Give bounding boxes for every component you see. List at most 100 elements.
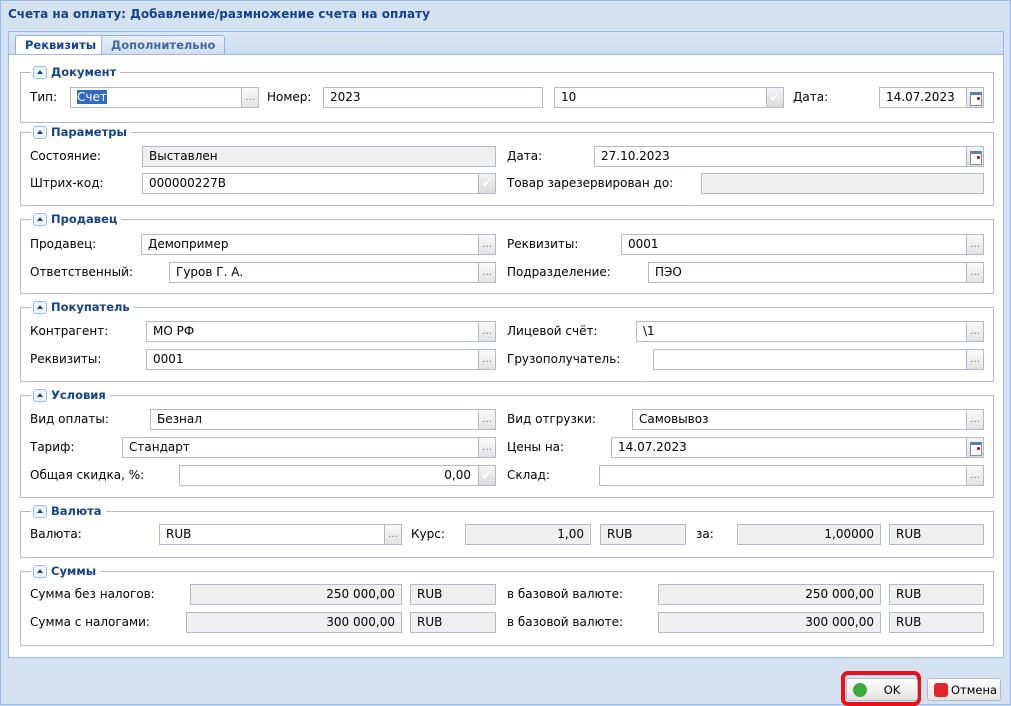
- buyer-account-field[interactable]: \1 …: [636, 321, 984, 342]
- collapse-icon[interactable]: [33, 564, 47, 578]
- document-type-label: Тип:: [30, 90, 58, 104]
- sums-gross-base-label: в базовой валюте:: [507, 615, 624, 629]
- seller-req-field[interactable]: 0001 …: [621, 234, 984, 255]
- currency-cur-field[interactable]: RUB …: [159, 524, 402, 545]
- document-number-label: Номер:: [267, 90, 312, 104]
- buyer-req-field[interactable]: 0001…: [146, 349, 496, 370]
- document-suffix-field-value: 10: [561, 90, 577, 104]
- window-title: Счета на оплату: Добавление/размножение …: [8, 7, 430, 21]
- seller-req-field-value: 0001: [628, 237, 659, 251]
- seller-resp-label: Ответственный:: [30, 265, 133, 279]
- seller-seller-field-value: Демопример: [148, 237, 229, 251]
- currency-legend: Валюта: [31, 504, 106, 518]
- sums-net-field-value: 250 000,00: [326, 587, 395, 601]
- currency-per-field-value: 1,00000: [824, 527, 874, 541]
- buyer-account-field-value: \1: [643, 324, 655, 338]
- ellipsis-button-icon[interactable]: …: [478, 438, 495, 457]
- collapse-icon[interactable]: [33, 388, 47, 402]
- terms-ship-label: Вид отгрузки:: [507, 412, 596, 426]
- ellipsis-button-icon[interactable]: …: [966, 235, 983, 254]
- seller-dept-field[interactable]: ПЭО…: [648, 262, 984, 283]
- sums-net-cur-field-value: RUB: [417, 587, 443, 601]
- checkmark-icon[interactable]: ✔: [478, 466, 495, 485]
- currency-cur-field-value: RUB: [166, 527, 192, 541]
- ellipsis-button-icon[interactable]: …: [966, 322, 983, 341]
- ellipsis-button-icon[interactable]: …: [478, 263, 495, 282]
- terms-tariff-label: Тариф:: [30, 440, 75, 454]
- params-date-label: Дата:: [507, 149, 543, 163]
- params-fieldset: [20, 132, 994, 206]
- terms-ship-field[interactable]: Самовывоз …: [632, 409, 984, 430]
- document-suffix-field[interactable]: 10 ✔: [554, 87, 784, 108]
- terms-warehouse-field[interactable]: …: [599, 465, 984, 486]
- terms-prices-label: Цены на:: [507, 440, 565, 454]
- collapse-icon[interactable]: [33, 65, 47, 79]
- params-state-label: Состояние:: [30, 149, 101, 163]
- ellipsis-button-icon[interactable]: …: [478, 410, 495, 429]
- calendar-icon[interactable]: [966, 438, 983, 457]
- calendar-icon[interactable]: [966, 147, 983, 166]
- checkmark-icon[interactable]: ✔: [766, 88, 783, 107]
- ellipsis-button-icon[interactable]: …: [478, 235, 495, 254]
- collapse-icon[interactable]: [33, 504, 47, 518]
- params-legend: Параметры: [31, 125, 131, 139]
- sums-net-cur-field: RUB: [410, 584, 496, 605]
- document-date-field[interactable]: 14.07.2023: [879, 87, 984, 108]
- terms-discount-field[interactable]: 0,00 ✔: [179, 465, 496, 486]
- terms-discount-label: Общая скидка, %:: [30, 468, 145, 482]
- seller-resp-field[interactable]: Гуров Г. А.…: [169, 262, 496, 283]
- terms-ship-field-value: Самовывоз: [639, 412, 709, 426]
- ellipsis-button-icon[interactable]: …: [966, 410, 983, 429]
- buyer-consignee-field[interactable]: …: [653, 349, 984, 370]
- currency-per-cur-field: RUB: [889, 524, 984, 545]
- currency-rate-cur-field-value: RUB: [607, 527, 633, 541]
- buyer-contr-field-value: МО РФ: [153, 324, 195, 338]
- tab-additional[interactable]: Дополнительно: [101, 35, 226, 56]
- tab-requisites[interactable]: Реквизиты: [15, 35, 107, 57]
- params-reserved-label: Товар зарезервирован до:: [507, 176, 674, 190]
- cancel-button[interactable]: Отмена: [927, 678, 1001, 701]
- document-legend: Документ: [31, 65, 121, 79]
- buyer-req-label: Реквизиты:: [30, 352, 102, 366]
- buyer-account-label: Лицевой счёт:: [507, 324, 598, 338]
- collapse-icon[interactable]: [33, 300, 47, 314]
- terms-discount-field-value: 0,00: [444, 468, 471, 482]
- params-barcode-label: Штрих-код:: [30, 176, 104, 190]
- sums-legend-text: Суммы: [51, 564, 97, 578]
- sums-gross-cur-field: RUB: [410, 612, 496, 633]
- sums-gross-cur-field-value: RUB: [417, 615, 443, 629]
- params-barcode-field[interactable]: 000000227В ✔: [142, 173, 496, 194]
- cancel-label: Отмена: [950, 682, 998, 697]
- ellipsis-button-icon[interactable]: …: [478, 322, 495, 341]
- checkmark-icon[interactable]: ✔: [478, 174, 495, 193]
- params-date-field[interactable]: 27.10.2023: [594, 146, 984, 167]
- document-number-field[interactable]: 2023: [323, 87, 543, 108]
- terms-pay-field[interactable]: Безнал…: [150, 409, 496, 430]
- terms-prices-field[interactable]: 14.07.2023: [611, 437, 984, 458]
- document-type-field[interactable]: Счет…: [70, 87, 259, 108]
- buyer-consignee-label: Грузополучатель:: [507, 352, 621, 366]
- currency-rate-label: Курс:: [411, 527, 445, 541]
- calendar-icon[interactable]: [966, 88, 983, 107]
- currency-rate-field-value: 1,00: [557, 527, 584, 541]
- ellipsis-button-icon[interactable]: …: [966, 466, 983, 485]
- check-icon: [853, 682, 867, 697]
- currency-rate-cur-field: RUB: [600, 524, 686, 545]
- collapse-icon[interactable]: [33, 125, 47, 139]
- collapse-icon[interactable]: [33, 212, 47, 226]
- ellipsis-button-icon[interactable]: …: [966, 350, 983, 369]
- buyer-contr-field[interactable]: МО РФ …: [146, 321, 496, 342]
- sums-gross-base-cur-field-value: RUB: [896, 615, 922, 629]
- params-barcode-field-value: 000000227В: [149, 176, 226, 190]
- terms-legend-text: Условия: [51, 388, 106, 402]
- sums-gross-base-field-value: 300 000,00: [805, 615, 874, 629]
- terms-tariff-field[interactable]: Стандарт…: [122, 437, 496, 458]
- ok-button[interactable]: OK: [846, 678, 918, 701]
- ellipsis-button-icon[interactable]: …: [478, 350, 495, 369]
- seller-legend: Продавец: [31, 212, 122, 226]
- ellipsis-button-icon[interactable]: …: [966, 263, 983, 282]
- ellipsis-button-icon[interactable]: …: [241, 88, 258, 107]
- ellipsis-button-icon[interactable]: …: [384, 525, 401, 544]
- seller-seller-field[interactable]: Демопример …: [141, 234, 496, 255]
